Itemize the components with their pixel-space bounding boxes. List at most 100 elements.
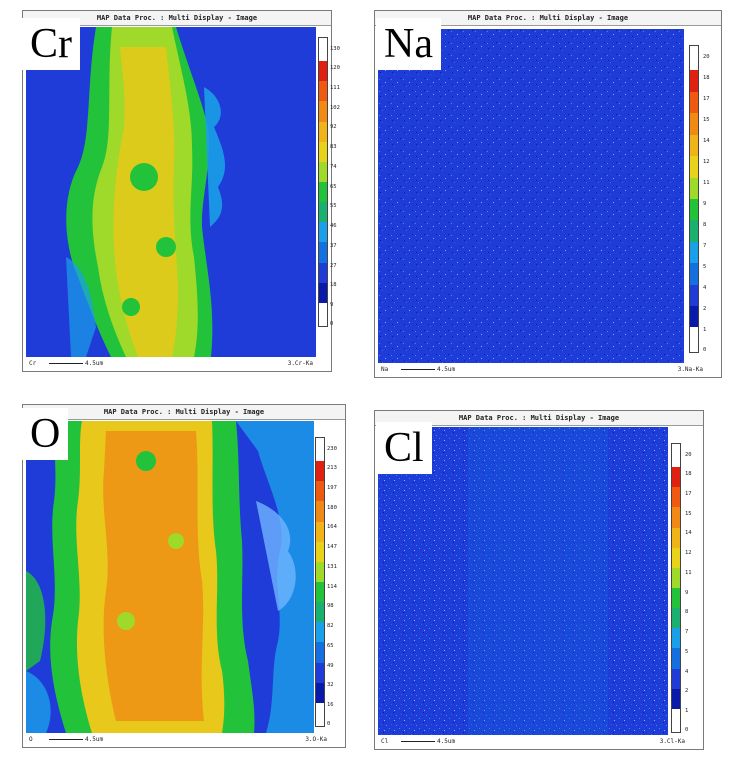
scale-bar: 4.5um bbox=[401, 364, 455, 376]
colorbar-tick: 18 bbox=[685, 471, 692, 478]
colorbar-tick: 164 bbox=[327, 524, 337, 531]
colorbar-tick: 17 bbox=[685, 491, 692, 498]
colorbar-tick: 20 bbox=[703, 54, 710, 61]
colorbar-ticks: 130 120 111 102 92 83 74 65 55 46 37 27 … bbox=[330, 37, 350, 328]
element-label-o: O bbox=[22, 408, 69, 460]
scale-line bbox=[49, 739, 83, 740]
footer-element: O bbox=[29, 736, 33, 743]
footer-signal: 3.Cl-Ka bbox=[659, 738, 685, 745]
map-panel-cr: MAP Data Proc. : Multi Display - Image 1… bbox=[22, 10, 340, 372]
scale-label: 4.5um bbox=[437, 366, 456, 373]
colorbar-tick: 4 bbox=[685, 668, 689, 675]
scale-label: 4.5um bbox=[85, 360, 104, 367]
window-title: MAP Data Proc. : Multi Display - Image bbox=[23, 11, 331, 26]
colorbar bbox=[671, 443, 681, 733]
colorbar-tick: 55 bbox=[330, 203, 337, 210]
colorbar-tick: 65 bbox=[330, 183, 337, 190]
colorbar-tick: 1 bbox=[685, 707, 689, 714]
window-title: MAP Data Proc. : Multi Display - Image bbox=[375, 11, 721, 26]
colorbar-tick: 131 bbox=[327, 563, 337, 570]
footer-signal: 3.Cr-Ka bbox=[287, 360, 313, 367]
colorbar-tick: 83 bbox=[330, 144, 337, 151]
colorbar-tick: 0 bbox=[703, 346, 707, 353]
panel-footer: Cr 4.5um 3.Cr-Ka bbox=[27, 358, 327, 370]
colorbar-tick: 5 bbox=[685, 648, 689, 655]
elemental-map-cl bbox=[378, 427, 668, 735]
map-panel-na: MAP Data Proc. : Multi Display - Image bbox=[374, 10, 722, 378]
colorbar-tick: 14 bbox=[703, 138, 710, 145]
colorbar-tick: 32 bbox=[327, 682, 334, 689]
map-panel-o: MAP Data Proc. : Multi Display - Image bbox=[22, 404, 346, 748]
colorbar-tick: 16 bbox=[327, 701, 334, 708]
scale-bar: 4.5um bbox=[49, 358, 103, 370]
scale-label: 4.5um bbox=[85, 736, 104, 743]
footer-signal: 3.O-Ka bbox=[305, 736, 327, 743]
colorbar-tick: 18 bbox=[330, 282, 337, 289]
colorbar-tick: 9 bbox=[330, 301, 334, 308]
colorbar-tick: 2 bbox=[685, 688, 689, 695]
scale-bar: 4.5um bbox=[401, 736, 455, 748]
colorbar-ticks: 20 18 17 15 14 12 11 9 8 7 5 4 2 1 0 bbox=[703, 45, 719, 353]
colorbar-tick: 8 bbox=[685, 609, 689, 616]
colorbar-tick: 114 bbox=[327, 583, 337, 590]
window-title: MAP Data Proc. : Multi Display - Image bbox=[23, 405, 345, 420]
scale-line bbox=[49, 363, 83, 364]
panel-footer: O 4.5um 3.O-Ka bbox=[27, 734, 341, 746]
colorbar-tick: 17 bbox=[703, 96, 710, 103]
element-label-na: Na bbox=[376, 18, 441, 70]
colorbar-tick: 12 bbox=[703, 159, 710, 166]
colorbar-tick: 111 bbox=[330, 85, 340, 92]
colorbar-tick: 15 bbox=[703, 117, 710, 124]
colorbar-tick: 37 bbox=[330, 242, 337, 249]
colorbar-tick: 5 bbox=[703, 263, 707, 270]
colorbar-tick: 180 bbox=[327, 504, 337, 511]
footer-signal: 3.Na-Ka bbox=[677, 366, 703, 373]
colorbar-ticks: 20 18 17 15 14 12 11 9 8 7 5 4 2 1 0 bbox=[685, 443, 701, 734]
elemental-map-cr bbox=[26, 27, 316, 357]
colorbar-tick: 15 bbox=[685, 510, 692, 517]
colorbar-tick: 0 bbox=[685, 727, 689, 734]
colorbar-tick: 230 bbox=[327, 445, 337, 452]
elemental-map-na bbox=[378, 29, 684, 363]
colorbar-tick: 11 bbox=[685, 569, 692, 576]
panel-footer: Na 4.5um 3.Na-Ka bbox=[379, 364, 717, 376]
colorbar-tick: 98 bbox=[327, 603, 334, 610]
element-label-cl: Cl bbox=[376, 422, 432, 474]
scale-bar: 4.5um bbox=[49, 734, 103, 746]
scale-line bbox=[401, 369, 435, 370]
elemental-map-o bbox=[26, 421, 314, 733]
colorbar-tick: 7 bbox=[685, 629, 689, 636]
footer-element: Cl bbox=[381, 738, 389, 745]
footer-element: Cr bbox=[29, 360, 37, 367]
colorbar-tick: 120 bbox=[330, 65, 340, 72]
colorbar-tick: 20 bbox=[685, 451, 692, 458]
colorbar-tick: 130 bbox=[330, 45, 340, 52]
scale-line bbox=[401, 741, 435, 742]
colorbar-tick: 0 bbox=[327, 721, 331, 728]
colorbar-tick: 4 bbox=[703, 284, 707, 291]
colorbar-tick: 102 bbox=[330, 104, 340, 111]
colorbar-tick: 82 bbox=[327, 623, 334, 630]
colorbar-tick: 2 bbox=[703, 305, 707, 312]
colorbar-tick: 9 bbox=[703, 200, 707, 207]
colorbar-tick: 7 bbox=[703, 242, 707, 249]
colorbar bbox=[689, 45, 699, 353]
colorbar-tick: 9 bbox=[685, 589, 689, 596]
colorbar-ticks: 230 213 197 180 164 147 131 114 98 82 65… bbox=[327, 437, 345, 728]
colorbar-tick: 74 bbox=[330, 163, 337, 170]
colorbar-tick: 49 bbox=[327, 662, 334, 669]
colorbar-tick: 213 bbox=[327, 465, 337, 472]
element-label-cr: Cr bbox=[22, 18, 80, 70]
colorbar-tick: 147 bbox=[327, 544, 337, 551]
colorbar-tick: 27 bbox=[330, 262, 337, 269]
colorbar-tick: 92 bbox=[330, 124, 337, 131]
colorbar-tick: 11 bbox=[703, 179, 710, 186]
colorbar-tick: 12 bbox=[685, 550, 692, 557]
colorbar-tick: 0 bbox=[330, 321, 334, 328]
colorbar-tick: 65 bbox=[327, 642, 334, 649]
scale-label: 4.5um bbox=[437, 738, 456, 745]
window-title: MAP Data Proc. : Multi Display - Image bbox=[375, 411, 703, 426]
footer-element: Na bbox=[381, 366, 389, 373]
panel-footer: Cl 4.5um 3.Cl-Ka bbox=[379, 736, 699, 748]
colorbar-tick: 8 bbox=[703, 221, 707, 228]
